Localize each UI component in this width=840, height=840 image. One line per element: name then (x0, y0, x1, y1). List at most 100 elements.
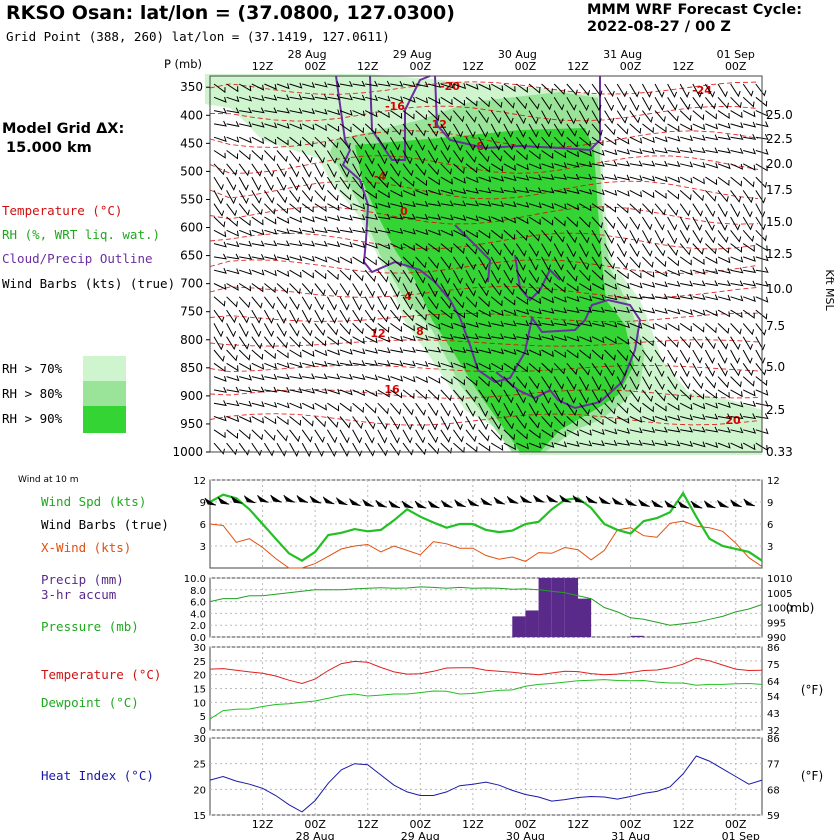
wind-barb (264, 203, 276, 215)
wind-barb (680, 161, 694, 168)
heat-index-unit-label: (°F) (801, 769, 823, 783)
wind-barb (654, 216, 665, 231)
wind-barb (604, 83, 615, 98)
cross-section-panel: -20 -24-16-12-8-4048121620350400450500550… (164, 48, 836, 459)
wind-barb (604, 416, 617, 425)
wind-barb (478, 163, 491, 173)
wind-barb (301, 296, 313, 311)
wind-barb (755, 428, 769, 435)
wind-barb (641, 363, 652, 378)
wind-barb (352, 389, 366, 397)
wind-barb (415, 200, 429, 207)
wind-barb (314, 150, 325, 164)
wind-barb (478, 96, 490, 108)
wind-barb (301, 402, 315, 410)
wind-barb (402, 176, 415, 187)
wind-barb (301, 309, 312, 325)
wind-barb (365, 95, 379, 102)
wind-barb (704, 203, 716, 218)
wind-barb (730, 110, 743, 119)
right-tick-label: 64 (767, 677, 780, 688)
wind-barb (604, 389, 615, 404)
wind-barb (717, 442, 731, 449)
wind-barb (389, 429, 400, 444)
wind-barb (629, 189, 643, 198)
wind-barb (554, 187, 568, 194)
wind-barb (440, 256, 452, 270)
wind-barb (755, 229, 767, 242)
wind-barb (428, 361, 442, 368)
wind-barb (515, 402, 526, 418)
wind-barb (528, 229, 541, 242)
wind-barb (339, 429, 350, 444)
rh80-swatch (83, 381, 126, 406)
wind-barb (440, 243, 453, 254)
wind-barb (339, 190, 352, 201)
wind-barb (578, 97, 590, 112)
wind-barb (553, 110, 564, 125)
wind-barb (314, 388, 328, 395)
wind-barb (654, 322, 668, 331)
wind-barb (654, 281, 668, 288)
legend-xwind: X-Wind (kts) (41, 540, 132, 555)
wind-barb (390, 360, 404, 367)
wind-barb (301, 429, 313, 443)
wind-barb (352, 323, 364, 335)
wind-barb (491, 348, 505, 355)
wind-barb (591, 269, 604, 281)
right-tick-label: 1005 (767, 589, 792, 600)
wind-barb (415, 96, 429, 104)
surface-wind-barb (270, 494, 282, 503)
wind-barb (389, 163, 401, 177)
top-hour-label: 00Z (725, 60, 747, 73)
wind-barb (591, 429, 605, 436)
legend-wind: Wind Barbs (kts) (true) (2, 276, 176, 291)
wind-barb (327, 373, 341, 380)
wind-barb (654, 293, 668, 300)
wind-barb (427, 150, 439, 165)
legend-rh70: RH > 70% (2, 361, 63, 376)
wind-barb (453, 110, 465, 123)
wind-barb (705, 256, 718, 265)
model-grid: Model Grid ΔX: 15.000 km (2, 120, 124, 158)
wind-barb (667, 402, 680, 411)
wind-barb (427, 243, 440, 253)
wind-barb (276, 296, 288, 310)
wind-barb (654, 83, 665, 98)
top-date-label: 29 Aug (393, 48, 432, 61)
wind-barb (339, 150, 350, 165)
wind-barb (566, 173, 580, 180)
wind-barb (490, 416, 502, 430)
wind-barb (301, 203, 314, 213)
wind-barb (478, 362, 491, 371)
wind-barb (264, 136, 277, 145)
wind-barb (503, 243, 515, 257)
wind-barb (692, 376, 704, 390)
surface-wind-barb (388, 500, 401, 509)
legend-temperature: Temperature (°C) (2, 203, 123, 218)
wind-barb (352, 163, 363, 178)
isotherm-line (209, 413, 759, 426)
wind-barb (440, 322, 454, 330)
wind-barb (440, 214, 454, 221)
wind-barb (465, 333, 479, 340)
surface-wind-barb (677, 500, 690, 509)
pressure-tick-label: 500 (180, 164, 203, 178)
wind-barb (465, 376, 478, 387)
wind-barb (339, 309, 350, 324)
wind-barb (616, 243, 627, 258)
wind-barb (503, 402, 514, 418)
wind-speed-line (209, 491, 763, 562)
wind-barb (390, 322, 402, 333)
wind-barb (377, 347, 391, 354)
wind-barb (427, 269, 438, 284)
wind-barb (516, 187, 530, 194)
wind-barb (579, 83, 591, 97)
wind-barb (679, 110, 692, 122)
wind-barb (717, 389, 730, 399)
wind-barb (541, 441, 555, 448)
wind-barb (692, 83, 703, 98)
right-tick-label: 68 (767, 785, 780, 796)
wind-barb (465, 187, 479, 194)
pressure-tick-label: 550 (180, 192, 203, 206)
